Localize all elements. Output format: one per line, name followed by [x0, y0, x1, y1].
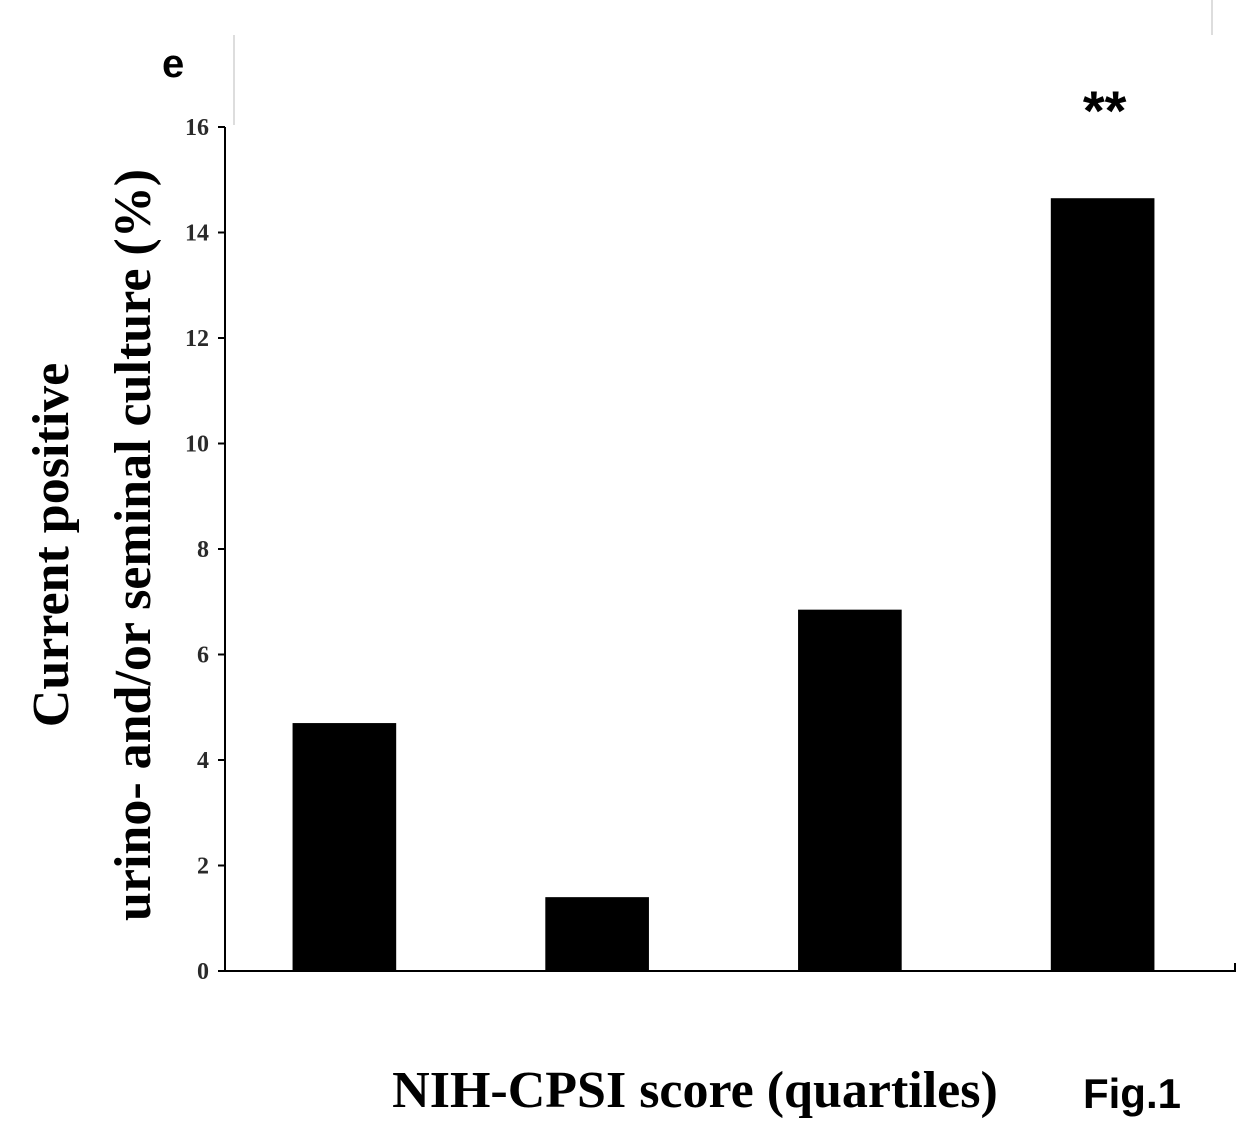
frame-lines [233, 0, 1213, 125]
annotations: ** [1083, 79, 1127, 142]
y-tick-label: 4 [197, 748, 209, 774]
significance-marker: ** [1083, 79, 1127, 142]
bar-1 [292, 723, 397, 971]
y-axis-label-line1: Current positive [23, 363, 80, 727]
bars [292, 198, 1155, 971]
y-tick-label: 0 [197, 959, 209, 985]
y-tick-label: 6 [197, 643, 209, 669]
y-tick-label: 2 [197, 854, 209, 880]
y-axis: 0 2 4 6 8 10 12 14 16 [185, 115, 226, 985]
x-axis-label: NIH-CPSI score (quartiles) [392, 1062, 998, 1119]
corner-glyph: e [162, 42, 184, 86]
y-axis-label-line2: urino- and/or seminal culture (%) [105, 169, 162, 921]
figure-label: Fig.1 [1083, 1070, 1181, 1117]
bar-4 [1050, 198, 1155, 971]
y-tick-label: 8 [197, 537, 209, 563]
y-tick-label: 10 [185, 432, 209, 458]
bar-3 [798, 609, 902, 971]
y-tick-label: 12 [185, 326, 209, 352]
bar-2 [545, 897, 649, 971]
y-tick-label: 14 [185, 221, 209, 247]
y-tick-label: 16 [185, 115, 209, 141]
